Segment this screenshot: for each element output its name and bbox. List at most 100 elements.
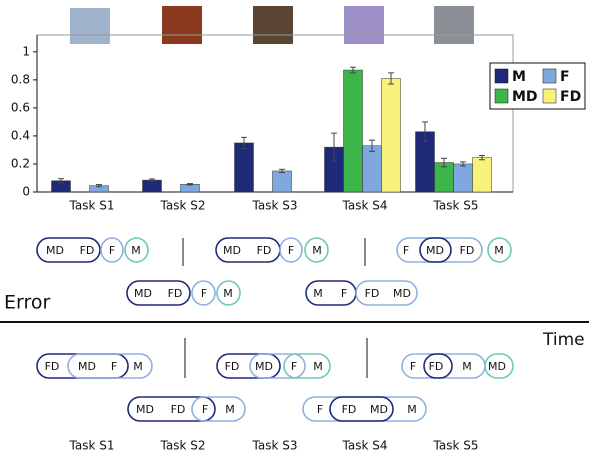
thumbnail xyxy=(434,6,474,44)
legend-swatch xyxy=(494,68,509,84)
legend-swatch xyxy=(542,68,557,84)
group-oval xyxy=(100,237,124,263)
condition-label: MD xyxy=(255,360,273,373)
y-tick-label: 0.2 xyxy=(11,156,30,170)
group-oval xyxy=(329,396,394,422)
condition-label: MD xyxy=(136,403,154,416)
x-tick-label: Task S5 xyxy=(433,199,479,213)
group-oval xyxy=(124,237,149,263)
legend-swatch xyxy=(542,88,557,104)
thumbnail xyxy=(253,6,293,44)
legend-label: M xyxy=(512,69,526,85)
condition-label: F xyxy=(341,287,347,300)
x-tick-label: Task S4 xyxy=(342,199,388,213)
condition-label: FD xyxy=(171,403,186,416)
condition-label: FD xyxy=(365,287,380,300)
condition-label: M xyxy=(494,244,504,257)
condition-label: M xyxy=(225,403,235,416)
condition-label: F xyxy=(317,403,323,416)
bar xyxy=(343,69,363,193)
condition-label: F xyxy=(202,403,208,416)
bar xyxy=(142,179,162,193)
group-oval xyxy=(216,353,281,379)
legend-swatch xyxy=(494,88,509,104)
condition-label: F xyxy=(403,244,409,257)
legend-label: F xyxy=(560,69,570,85)
error-bar xyxy=(187,183,193,186)
error-label: Error xyxy=(4,292,51,314)
condition-label: M xyxy=(223,287,233,300)
condition-label: F xyxy=(201,287,207,300)
group-oval xyxy=(36,237,101,263)
condition-label: MD xyxy=(370,403,388,416)
condition-label: FD xyxy=(429,360,444,373)
error-bar xyxy=(58,178,64,184)
condition-label: MD xyxy=(223,244,241,257)
group-oval xyxy=(423,353,453,379)
condition-label: MD xyxy=(393,287,411,300)
error-bar xyxy=(149,178,155,182)
y-tick-label: 0.4 xyxy=(11,128,30,142)
group-oval xyxy=(67,353,153,379)
thumbnail xyxy=(344,6,384,44)
condition-label: M xyxy=(312,244,322,257)
condition-label: MD xyxy=(78,360,96,373)
condition-label: F xyxy=(111,360,117,373)
error-bar xyxy=(331,132,337,162)
condition-label: F xyxy=(288,244,294,257)
time-label: Time xyxy=(542,330,585,350)
group-oval xyxy=(355,280,418,306)
task-label: Task S2 xyxy=(160,439,206,453)
group-oval xyxy=(249,353,306,379)
condition-label: F xyxy=(410,360,416,373)
y-tick-label: 0 xyxy=(22,185,30,199)
group-oval xyxy=(216,280,241,306)
group-oval xyxy=(127,396,216,422)
condition-label: M xyxy=(133,360,143,373)
group-oval xyxy=(191,396,246,422)
group-oval xyxy=(304,237,329,263)
x-tick-label: Task S1 xyxy=(69,199,115,213)
x-tick-label: Task S2 xyxy=(160,199,206,213)
error-bar xyxy=(350,66,356,74)
error-bar xyxy=(96,184,102,188)
task-label: Task S4 xyxy=(342,439,388,453)
bar xyxy=(381,78,401,193)
task-label: Task S1 xyxy=(69,439,115,453)
dividers xyxy=(182,238,368,378)
error-bar xyxy=(241,136,247,150)
condition-label: FD xyxy=(45,360,60,373)
condition-label: M xyxy=(462,360,472,373)
condition-label: FD xyxy=(80,244,95,257)
error-bar xyxy=(369,139,375,152)
condition-label: M xyxy=(131,244,141,257)
bar xyxy=(234,142,254,193)
thumbnail xyxy=(70,8,110,44)
group-oval xyxy=(487,237,512,263)
thumbnails xyxy=(70,6,474,44)
condition-label: M xyxy=(407,403,417,416)
legend-label: MD xyxy=(512,89,538,105)
task-label: Task S5 xyxy=(433,439,479,453)
legend-label: FD xyxy=(560,89,581,105)
condition-label: MD xyxy=(426,244,444,257)
error-bar xyxy=(460,161,466,167)
bar xyxy=(453,163,473,193)
condition-label: F xyxy=(291,360,297,373)
error-bar xyxy=(279,168,285,174)
condition-label: MD xyxy=(488,360,506,373)
group-oval xyxy=(126,280,191,306)
y-tick-label: 0.6 xyxy=(11,100,30,114)
condition-label: FD xyxy=(460,244,475,257)
y-tick-label: 1 xyxy=(22,44,30,58)
x-tick-label: Task S3 xyxy=(252,199,298,213)
bar xyxy=(272,170,292,193)
condition-label: FD xyxy=(257,244,272,257)
condition-label: FD xyxy=(225,360,240,373)
group-oval xyxy=(484,353,514,379)
condition-label: FD xyxy=(168,287,183,300)
condition-label: MD xyxy=(46,244,64,257)
condition-label: MD xyxy=(134,287,152,300)
error-bar xyxy=(388,72,394,85)
